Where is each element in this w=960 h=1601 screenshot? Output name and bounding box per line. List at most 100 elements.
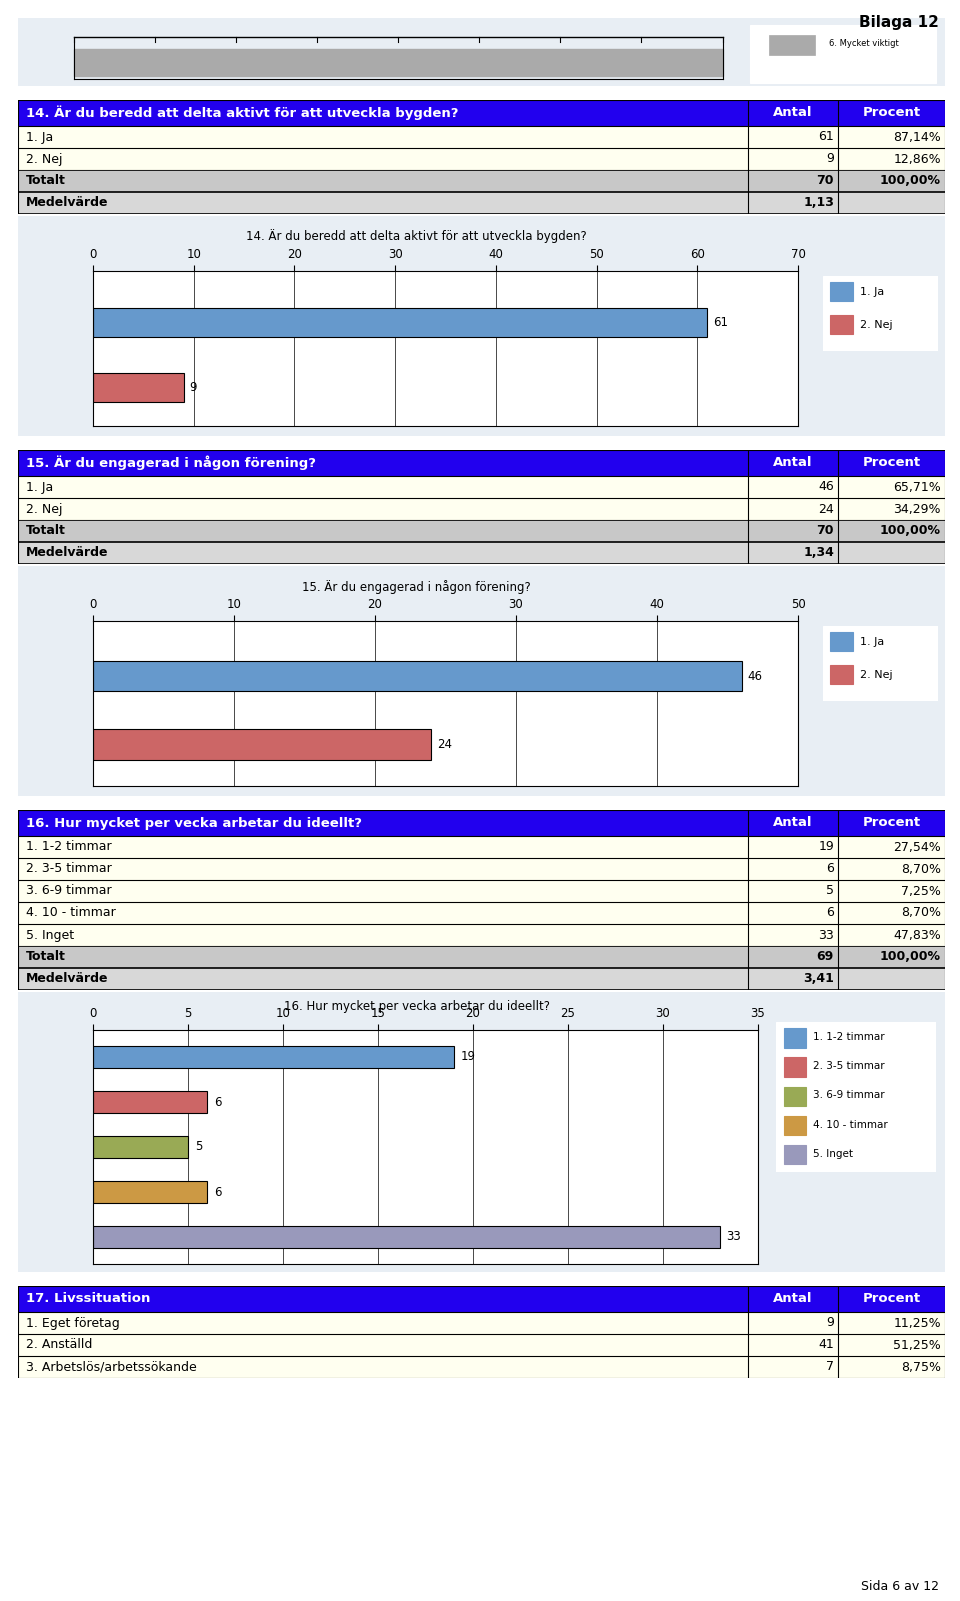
Text: 61: 61 — [713, 315, 728, 330]
Text: 1. 1-2 timmar: 1. 1-2 timmar — [813, 1033, 884, 1042]
Text: Sida 6 av 12: Sida 6 av 12 — [861, 1580, 939, 1593]
Text: Totalt: Totalt — [26, 175, 66, 187]
Bar — [93, 1090, 207, 1113]
Text: 2. Nej: 2. Nej — [860, 669, 893, 680]
Bar — [784, 1116, 806, 1135]
Text: 2. 3-5 timmar: 2. 3-5 timmar — [26, 863, 111, 876]
Bar — [829, 664, 852, 685]
Text: Procent: Procent — [862, 817, 921, 829]
Text: 6. Mycket viktigt: 6. Mycket viktigt — [829, 40, 899, 48]
Text: Antal: Antal — [773, 817, 813, 829]
Text: 5. Inget: 5. Inget — [26, 929, 74, 941]
Text: 19: 19 — [818, 841, 834, 853]
Text: 46: 46 — [818, 480, 834, 493]
Text: Antal: Antal — [773, 456, 813, 469]
Text: 47,83%: 47,83% — [893, 929, 941, 941]
Text: 3. 6-9 timmar: 3. 6-9 timmar — [26, 884, 111, 898]
Text: Procent: Procent — [862, 456, 921, 469]
Text: 8,70%: 8,70% — [901, 863, 941, 876]
Text: 6: 6 — [827, 863, 834, 876]
Text: 9: 9 — [827, 1316, 834, 1329]
Text: 1,34: 1,34 — [804, 546, 834, 559]
Bar — [93, 1135, 188, 1158]
Text: 11,25%: 11,25% — [894, 1316, 941, 1329]
Text: 33: 33 — [818, 929, 834, 941]
Text: 7,25%: 7,25% — [901, 884, 941, 898]
Text: 3. Arbetslös/arbetssökande: 3. Arbetslös/arbetssökande — [26, 1361, 197, 1374]
Text: 4. 10 - timmar: 4. 10 - timmar — [26, 906, 116, 919]
Text: 2. 3-5 timmar: 2. 3-5 timmar — [813, 1061, 884, 1071]
Text: 1. Ja: 1. Ja — [26, 480, 53, 493]
Text: 24: 24 — [437, 738, 452, 751]
Text: 100,00%: 100,00% — [880, 951, 941, 964]
Bar — [769, 35, 815, 56]
Text: 61: 61 — [818, 131, 834, 144]
Text: 2. Anställd: 2. Anställd — [26, 1338, 92, 1351]
Text: 14. Är du beredd att delta aktivt för att utveckla bygden?: 14. Är du beredd att delta aktivt för at… — [246, 229, 587, 243]
Text: 1. Ja: 1. Ja — [860, 287, 884, 296]
Text: 1. Ja: 1. Ja — [26, 131, 53, 144]
Text: Procent: Procent — [862, 1292, 921, 1305]
Bar — [93, 1226, 720, 1249]
Text: 12,86%: 12,86% — [894, 152, 941, 165]
Text: 3. 6-9 timmar: 3. 6-9 timmar — [813, 1090, 884, 1100]
Text: 8,70%: 8,70% — [901, 906, 941, 919]
Text: 34,29%: 34,29% — [894, 503, 941, 516]
Text: 70: 70 — [817, 175, 834, 187]
Bar — [93, 373, 183, 402]
Text: 15. Är du engagerad i någon förening?: 15. Är du engagerad i någon förening? — [302, 580, 531, 594]
Text: 33: 33 — [727, 1231, 741, 1244]
Bar — [93, 307, 708, 338]
Text: Totalt: Totalt — [26, 525, 66, 538]
Text: 51,25%: 51,25% — [893, 1338, 941, 1351]
Text: 4. 10 - timmar: 4. 10 - timmar — [813, 1119, 888, 1130]
Bar — [784, 1145, 806, 1164]
Text: 17. Livssituation: 17. Livssituation — [26, 1292, 151, 1305]
Text: 14. Är du beredd att delta aktivt för att utveckla bygden?: 14. Är du beredd att delta aktivt för at… — [26, 106, 459, 120]
Text: 2. Nej: 2. Nej — [26, 152, 62, 165]
Text: Medelvärde: Medelvärde — [26, 197, 108, 210]
Text: 19: 19 — [461, 1050, 475, 1063]
Text: 16. Hur mycket per vecka arbetar du ideellt?: 16. Hur mycket per vecka arbetar du idee… — [26, 817, 362, 829]
Bar — [784, 1057, 806, 1077]
Text: 27,54%: 27,54% — [893, 841, 941, 853]
Text: 15. Är du engagerad i någon förening?: 15. Är du engagerad i någon förening? — [26, 456, 316, 471]
Text: 100,00%: 100,00% — [880, 525, 941, 538]
Bar — [829, 282, 852, 301]
Text: 100,00%: 100,00% — [880, 175, 941, 187]
Text: Procent: Procent — [862, 107, 921, 120]
Text: 70: 70 — [817, 525, 834, 538]
Text: 5: 5 — [826, 884, 834, 898]
Bar — [829, 315, 852, 335]
Text: 3,41: 3,41 — [804, 972, 834, 986]
Text: 2. Nej: 2. Nej — [860, 320, 893, 330]
Text: 6: 6 — [214, 1095, 221, 1108]
Text: 46: 46 — [747, 669, 762, 682]
Text: 5: 5 — [195, 1140, 202, 1153]
Text: 6: 6 — [827, 906, 834, 919]
Bar — [784, 1028, 806, 1047]
Text: Medelvärde: Medelvärde — [26, 546, 108, 559]
Text: 9: 9 — [189, 381, 197, 394]
Text: 5. Inget: 5. Inget — [813, 1150, 852, 1159]
Bar — [784, 1087, 806, 1106]
Bar — [93, 1045, 454, 1068]
Text: 6: 6 — [214, 1185, 221, 1199]
Text: 2. Nej: 2. Nej — [26, 503, 62, 516]
Text: 65,71%: 65,71% — [893, 480, 941, 493]
Text: 87,14%: 87,14% — [893, 131, 941, 144]
Bar — [93, 661, 741, 692]
Text: Antal: Antal — [773, 107, 813, 120]
Text: 1,13: 1,13 — [804, 197, 834, 210]
Text: Totalt: Totalt — [26, 951, 66, 964]
Bar — [829, 632, 852, 652]
Text: 8,75%: 8,75% — [901, 1361, 941, 1374]
Text: Bilaga 12: Bilaga 12 — [859, 16, 939, 30]
Text: 41: 41 — [818, 1338, 834, 1351]
Text: 1. Eget företag: 1. Eget företag — [26, 1316, 120, 1329]
Bar — [93, 1182, 207, 1204]
Text: Antal: Antal — [773, 1292, 813, 1305]
Text: 24: 24 — [818, 503, 834, 516]
Text: 1. Ja: 1. Ja — [860, 637, 884, 647]
Text: 69: 69 — [817, 951, 834, 964]
